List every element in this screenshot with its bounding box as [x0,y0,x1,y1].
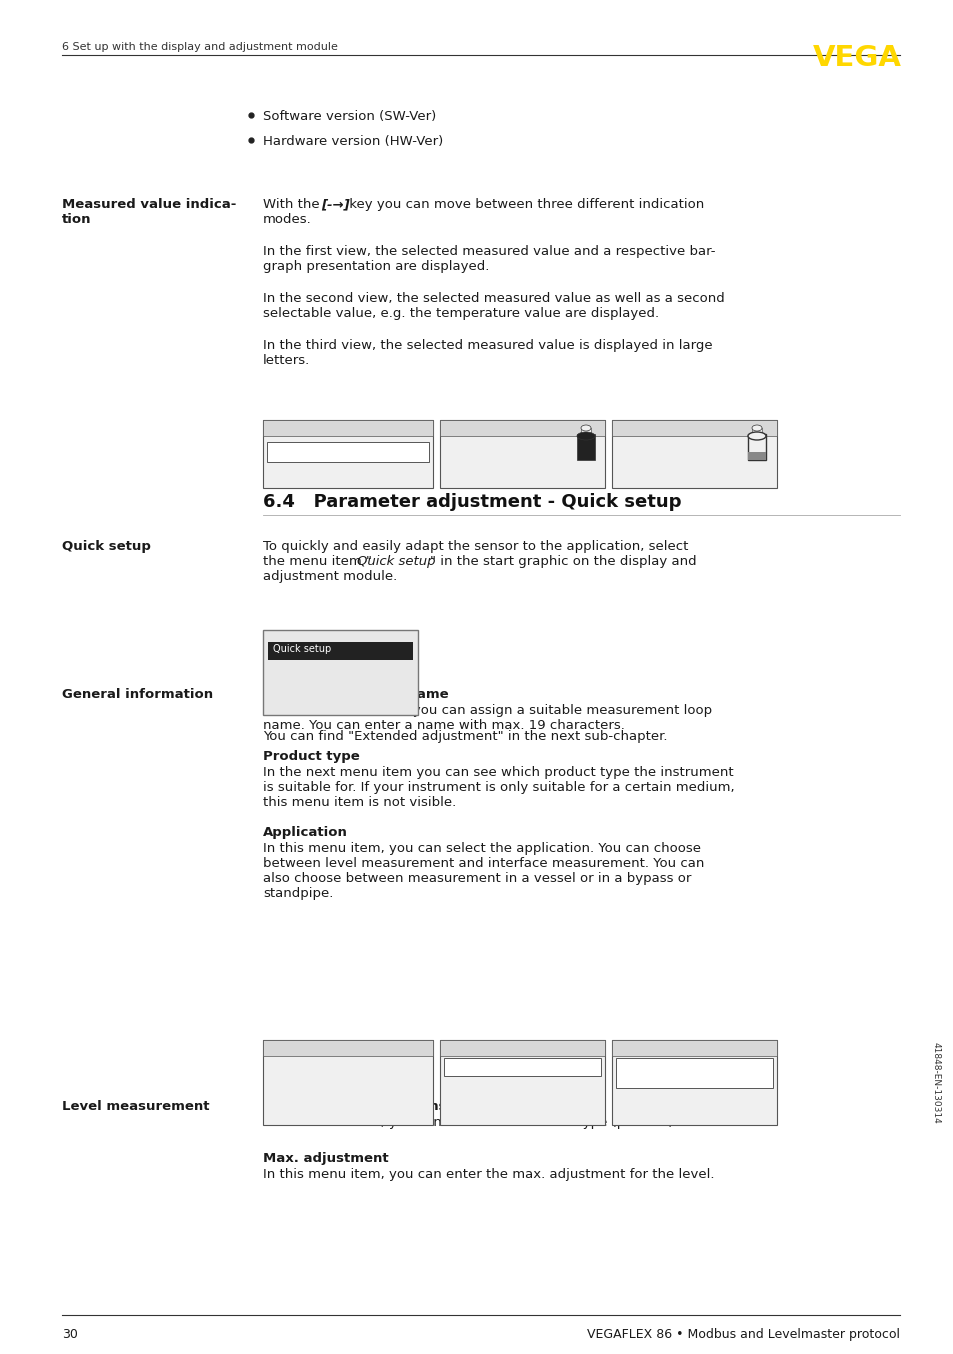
Bar [747,435,765,460]
Ellipse shape [577,432,595,440]
Ellipse shape [751,425,761,431]
Text: Hardware version (HW-Ver): Hardware version (HW-Ver) [263,135,443,148]
Text: Product type: Product type [616,1043,664,1051]
Text: In the second view, the selected measured value as well as a second: In the second view, the selected measure… [263,292,724,305]
Text: " in the start graphic on the display and: " in the start graphic on the display an… [430,555,696,567]
Text: mm: mm [667,478,680,483]
Text: 6.4   Parameter adjustment - Quick setup: 6.4 Parameter adjustment - Quick setup [263,493,680,510]
Bar [263,630,417,715]
Bar [616,1057,772,1089]
Bar [577,435,595,460]
Text: ≙: ≙ [618,458,625,468]
Text: TANK  04: TANK 04 [271,1070,317,1080]
Text: With the: With the [263,198,323,211]
Text: between level measurement and interface measurement. You can: between level measurement and interface … [263,857,703,871]
Text: Medium - dielectric constant: Medium - dielectric constant [263,1099,476,1113]
Text: 6 Set up with the display and adjustment module: 6 Set up with the display and adjustment… [62,42,337,51]
Text: In the first menu item you can assign a suitable measurement loop: In the first menu item you can assign a … [263,704,711,718]
Text: Software version (SW-Ver): Software version (SW-Ver) [263,110,436,123]
Text: also choose between measurement in a vessel or in a bypass or: also choose between measurement in a ves… [263,872,691,886]
Text: Liquid: Liquid [619,1062,672,1076]
Text: [-→]: [-→] [320,198,349,211]
Text: Max. adjustment: Max. adjustment [263,1152,388,1164]
Bar [439,420,604,487]
Bar [580,428,590,436]
Text: mm: mm [474,463,490,473]
Polygon shape [747,452,765,460]
Text: In the first view, the selected measured value and a respective bar-: In the first view, the selected measured… [263,245,715,259]
Bar [751,428,761,436]
Text: 100.00%: 100.00% [448,437,521,454]
Text: Max. adjustment level: Max. adjustment level [443,422,529,431]
Text: 30: 30 [62,1328,78,1340]
Text: ▼: ▼ [415,445,420,455]
Text: To quickly and easily adapt the sensor to the application, select: To quickly and easily adapt the sensor t… [263,540,688,552]
Text: In the next menu item you can see which product type the instrument: In the next menu item you can see which … [263,766,733,779]
Text: name. You can enter a name with max. 19 characters.: name. You can enter a name with max. 19 … [263,719,624,733]
Bar [439,1040,604,1125]
Text: this menu item is not visible.: this menu item is not visible. [263,796,456,808]
Text: Medium/Dielectric constant: Medium/Dielectric constant [267,422,373,431]
Bar [443,1057,600,1076]
Text: Extended adjustment: Extended adjustment [273,663,377,674]
Bar [612,420,776,487]
Text: F013: F013 [479,475,498,483]
Text: Application: Application [263,826,348,839]
Bar [612,1040,776,1125]
Text: Quick setup: Quick setup [62,540,151,552]
Bar [267,441,429,462]
Text: adjustment module.: adjustment module. [263,570,396,584]
Text: standpipe.: standpipe. [263,887,333,900]
Bar [268,642,413,659]
Bar [263,420,433,487]
Text: ▼: ▼ [759,1072,764,1080]
Text: Product type: Product type [263,750,359,764]
Text: In this menu item, you can enter the max. adjustment for the level.: In this menu item, you can enter the max… [263,1169,714,1181]
Text: the menu item ": the menu item " [263,555,372,567]
Text: selectable value, e.g. the temperature value are displayed.: selectable value, e.g. the temperature v… [263,307,659,320]
Bar [612,1040,776,1056]
Text: Quick setup: Quick setup [273,645,331,654]
Text: Quick setup: Quick setup [356,555,435,567]
Text: 726: 726 [649,475,664,483]
Text: Level measurement: Level measurement [62,1099,210,1113]
Text: 80: 80 [457,460,473,470]
Bar [439,420,604,436]
Text: ▼: ▼ [586,1062,592,1071]
Bar [612,420,776,436]
Text: General information: General information [62,688,213,701]
Ellipse shape [580,425,590,431]
Text: Application: Application [443,1043,487,1051]
Text: In this menu item, you can select the application. You can choose: In this menu item, you can select the ap… [263,842,700,854]
Text: mm: mm [651,463,667,473]
Text: 850: 850 [629,460,652,470]
Text: is suitable for. If your instrument is only suitable for a certain medium,: is suitable for. If your instrument is o… [263,781,734,793]
Bar [263,1040,433,1056]
Text: Measurement loop name: Measurement loop name [267,1043,362,1051]
Text: letters.: letters. [263,353,310,367]
Text: VEGAFLEX 86 • Modbus and Levelmaster protocol: VEGAFLEX 86 • Modbus and Levelmaster pro… [586,1328,899,1340]
Text: Min. adjustment level: Min. adjustment level [616,422,699,431]
Text: Level vessel: Level vessel [448,1060,497,1070]
Bar [263,420,433,436]
Text: Measurement loop name: Measurement loop name [263,688,448,701]
Text: key you can move between three different indication: key you can move between three different… [345,198,703,211]
Bar [439,1040,604,1056]
Text: 0.00%: 0.00% [625,437,678,454]
Text: 41848-EN-130314: 41848-EN-130314 [930,1043,940,1124]
Bar [263,1040,433,1125]
Text: In the third view, the selected measured value is displayed in large: In the third view, the selected measured… [263,338,712,352]
Text: Water-based/>10: Water-based/>10 [271,444,341,454]
Text: ≙: ≙ [446,458,454,468]
Text: Measured value indica-
tion: Measured value indica- tion [62,198,236,226]
Text: In this menu item, you can define the medium type (product).: In this menu item, you can define the me… [263,1116,677,1129]
Text: graph presentation are displayed.: graph presentation are displayed. [263,260,489,274]
Ellipse shape [747,432,765,440]
Text: VEGA: VEGA [812,43,901,72]
Text: You can find "Extended adjustment" in the next sub-chapter.: You can find "Extended adjustment" in th… [263,730,667,743]
Text: modes.: modes. [263,213,312,226]
